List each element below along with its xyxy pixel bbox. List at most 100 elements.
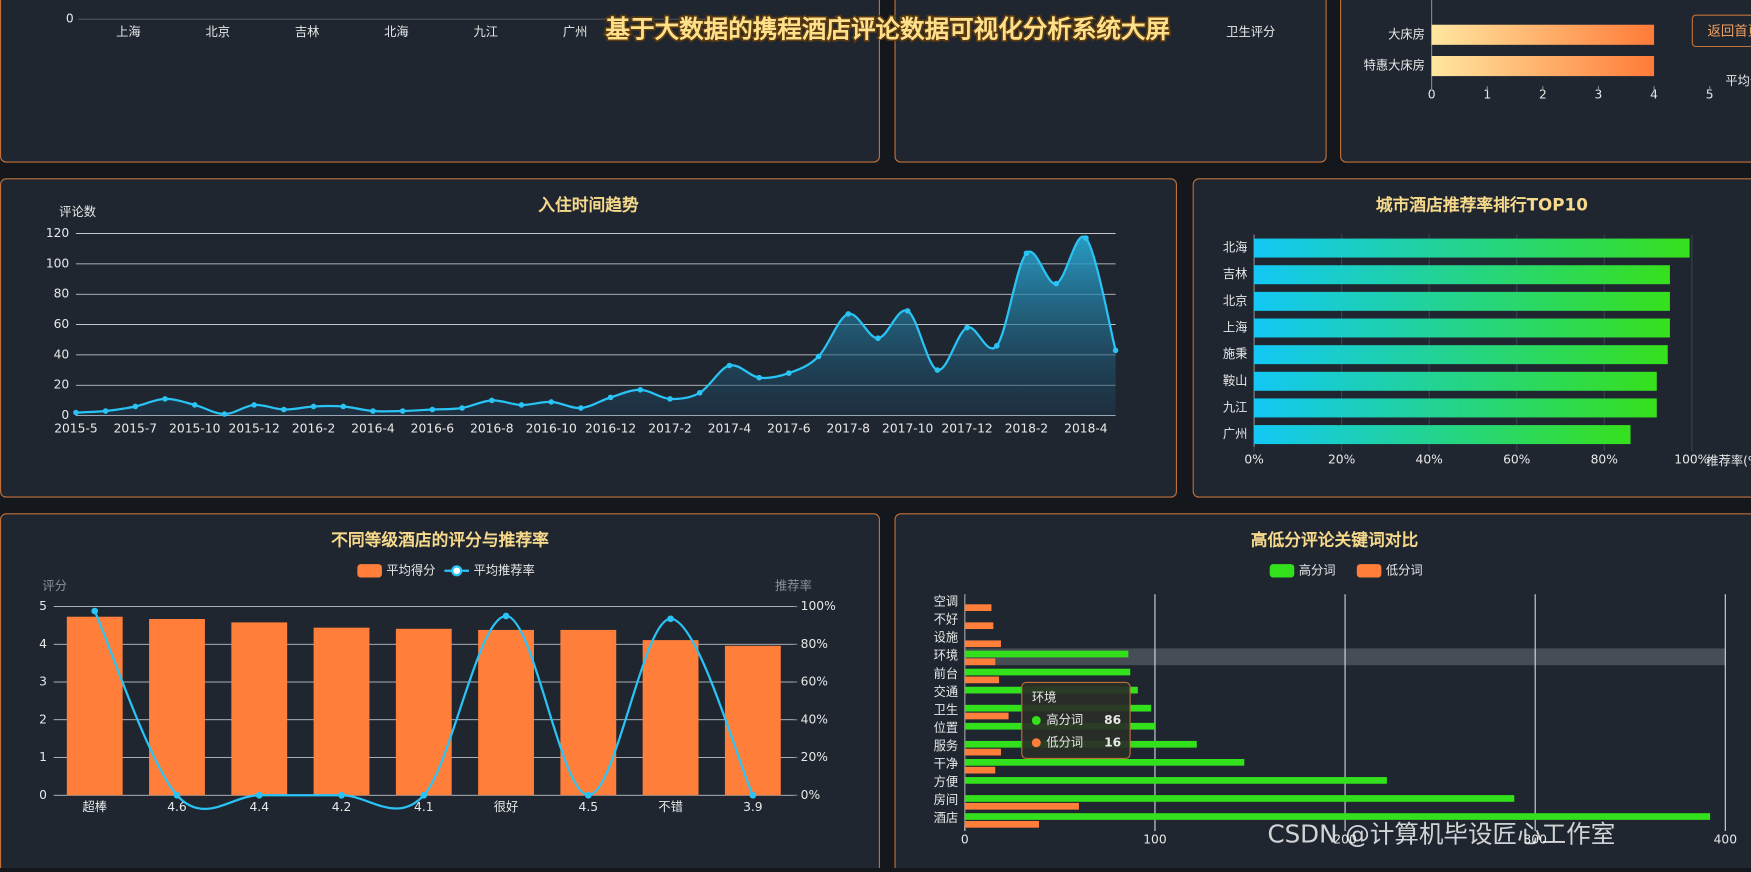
y-tick-label: 北海 [1223,240,1248,255]
y-tick-label: 吉林 [1223,267,1248,281]
x-tick-label: 2017-8 [827,421,870,435]
x-tick-label: 4.6 [167,800,187,814]
x-tick-label: 40% [1416,453,1443,467]
y-axis-name: 评分 [42,579,67,593]
point [749,791,757,799]
y2-tick-label: 20% [801,750,828,764]
point [667,615,674,623]
bar [964,820,1039,828]
y-tick-label: 交通 [934,684,959,699]
point [1083,235,1089,241]
hover-band [964,648,1726,666]
x-tick-label: 4 [1650,88,1658,102]
x-tick-label: 2 [1539,88,1547,102]
x-tick-label: 2016-6 [411,421,455,435]
x-tick-label: 300 [1523,832,1546,846]
y-tick-label: 特惠大床房 [1364,58,1425,73]
x-tick-label: 不错 [658,800,683,814]
bar [964,795,1515,802]
x-tick-label: 3 [1595,88,1603,102]
x-tick-label: 九江 [473,25,498,39]
y-tick-label: 100 [46,256,69,270]
point [578,405,584,411]
home-button-label[interactable]: 返回首页 [1707,23,1751,39]
y-tick-label: 5 [39,599,47,613]
point [756,374,762,381]
y-tick-label: 空调 [934,595,959,609]
y-tick-label: 2 [39,712,47,726]
x-tick-label: 1 [1483,88,1491,102]
point [815,353,822,360]
chart-title: 城市酒店推荐率排行TOP10 [1376,195,1588,215]
bar [313,627,370,796]
point [1023,250,1030,257]
point [964,324,970,331]
y-tick-label: 不好 [934,613,959,627]
x-axis-name: 平均分 [1725,74,1751,88]
x-tick-label: 200 [1333,832,1356,846]
point [340,403,347,410]
point [399,408,406,414]
point [173,791,181,799]
legend-swatch [451,565,463,577]
point [607,394,614,401]
x-tick-label: 4.2 [332,800,352,814]
y-tick-label: 九江 [1223,400,1248,414]
x-tick-label: 3.9 [743,800,763,814]
bar [1431,24,1655,45]
y2-tick-label: 0% [801,788,820,802]
bar [964,748,1001,756]
y-tick-label: 前台 [934,666,959,681]
bar [964,766,996,774]
x-tick-label: 超棒 [82,799,107,814]
point [1112,347,1119,354]
bar [964,604,992,611]
bar [1254,345,1668,365]
tooltip-label: 低分词 [1046,735,1083,749]
tooltip-title: 环境 [1032,690,1057,705]
point [91,607,99,615]
watermark: CSDN @计算机毕设匠心工作室 [1267,819,1615,848]
panel [1192,178,1751,498]
x-tick-label: 0 [1428,88,1436,102]
bar [1254,398,1657,418]
y-tick-label: 施秉 [1223,347,1248,361]
panel [894,0,1327,163]
y-tick-label: 0 [39,788,47,802]
x-tick-label: 2017-10 [882,421,933,435]
bar [1254,265,1670,285]
tooltip-box [1021,681,1131,759]
x-tick-label: 2017-2 [648,421,691,435]
point [1053,280,1059,287]
point [786,370,792,376]
y-axis-name: 评论数 [59,204,96,219]
x-tick-label: 卫生评分 [1226,25,1275,39]
home-button[interactable] [1691,14,1751,48]
y-tick-label: 80 [54,287,70,301]
x-tick-label: 400 [1714,832,1737,846]
point [845,311,852,317]
tooltip-dot [1031,738,1041,748]
point [993,343,1000,349]
point [726,362,733,369]
y-tick-label: 环境 [934,648,959,663]
bar [560,629,617,796]
bar [1254,291,1670,311]
bar [964,650,1129,658]
x-tick-label: 2018-4 [1064,421,1108,435]
point [132,403,139,410]
point [696,390,703,396]
x-tick-label: 2016-8 [470,421,513,435]
point [934,367,941,373]
bar [964,668,1131,676]
bar [964,658,996,666]
x-tick-label: 2017-12 [941,421,992,435]
y-tick-label: 方便 [934,774,959,789]
legend-swatch [1269,564,1295,578]
point [637,386,644,393]
bar [964,802,1079,810]
x-tick-label: 2016-10 [526,421,577,435]
y-tick-label: 广州 [1223,427,1248,441]
bar [1254,238,1690,258]
